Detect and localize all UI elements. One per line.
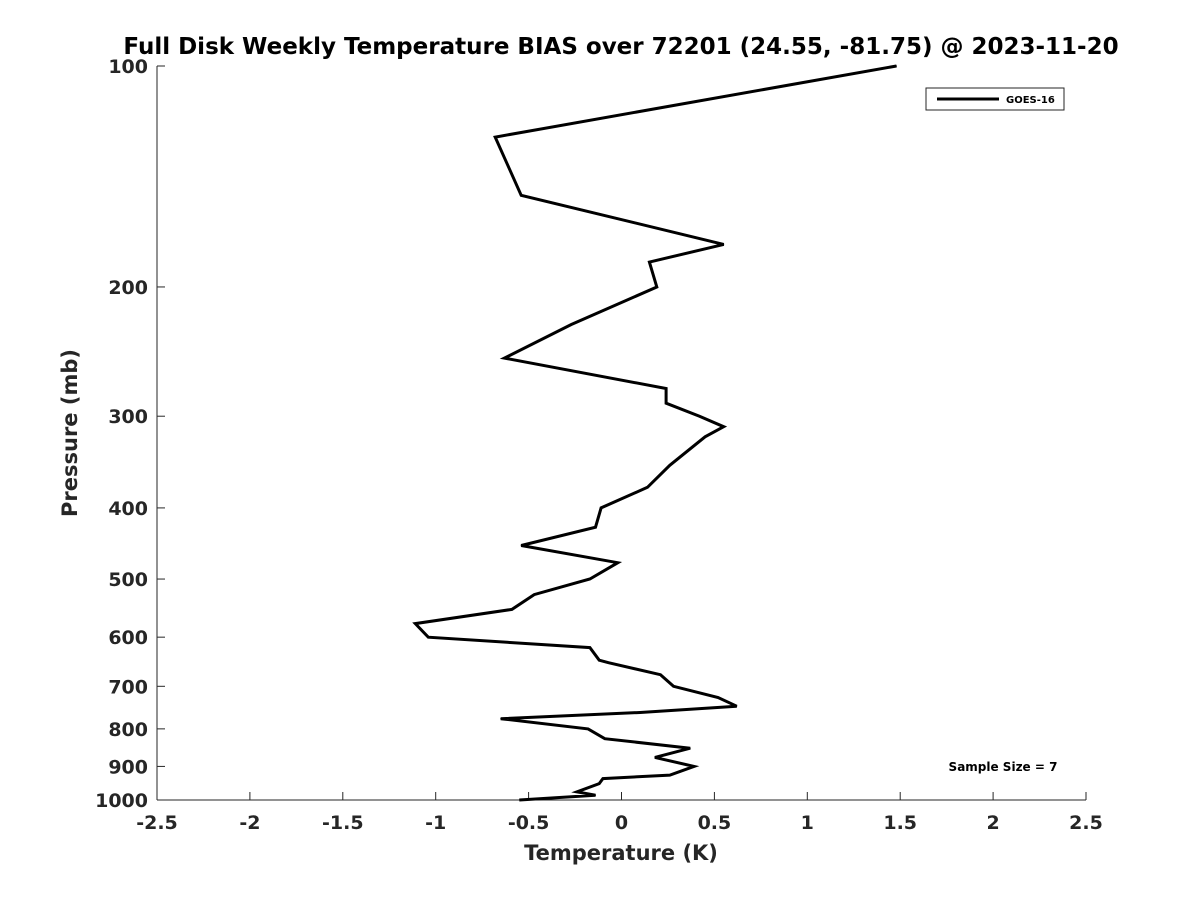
y-tick-label: 500 xyxy=(108,569,148,591)
data-point xyxy=(500,718,502,720)
data-point xyxy=(665,388,667,389)
y-tick-label: 100 xyxy=(108,56,148,78)
data-point xyxy=(669,774,671,776)
data-point xyxy=(587,728,589,730)
y-tick-label: 400 xyxy=(108,498,148,520)
data-point xyxy=(595,794,596,796)
data-point xyxy=(673,685,674,687)
y-axis-ticks: 100 200 300 400 500 600 700 800 900 1000 xyxy=(95,56,165,812)
y-axis-label: Pressure (mb) xyxy=(58,349,82,517)
data-point xyxy=(589,578,591,580)
data-point xyxy=(598,783,600,785)
series-group xyxy=(412,64,897,802)
x-tick-label: -2.5 xyxy=(136,812,178,834)
x-tick-label: 2.5 xyxy=(1069,812,1103,834)
y-tick-label: 800 xyxy=(108,719,148,741)
x-tick-label: -0.5 xyxy=(508,812,550,834)
data-point xyxy=(595,526,596,528)
data-point xyxy=(656,286,658,288)
data-point xyxy=(639,712,641,713)
y-tick-label: 600 xyxy=(108,627,148,649)
data-point xyxy=(604,738,606,740)
data-point xyxy=(503,357,505,359)
x-tick-label: 1.5 xyxy=(883,812,917,834)
x-tick-label: 2 xyxy=(986,812,999,834)
y-tick-label: 900 xyxy=(108,756,148,778)
x-tick-label: -1.5 xyxy=(322,812,364,834)
series-line-goes-16 xyxy=(412,64,897,802)
x-tick-label: 1 xyxy=(801,812,814,834)
data-point xyxy=(669,464,671,466)
data-point xyxy=(589,647,591,649)
y-tick-label: 700 xyxy=(108,676,148,698)
legend-label: GOES-16 xyxy=(1006,95,1055,106)
data-point xyxy=(723,426,725,428)
data-point xyxy=(689,747,691,749)
x-tick-label: -2 xyxy=(239,812,260,834)
data-point xyxy=(600,507,602,509)
data-point xyxy=(511,608,513,610)
data-point xyxy=(598,659,600,661)
data-point xyxy=(520,545,522,546)
sample-size-annotation: Sample Size = 7 xyxy=(949,760,1058,774)
data-point xyxy=(576,791,578,793)
data-point xyxy=(654,756,656,758)
data-point xyxy=(427,636,429,638)
y-tick-label: 300 xyxy=(108,406,148,428)
plot-area: -2.5 -2 -1.5 -1 -0.5 0 0.5 1 1.5 2 2.5 100 200 300 40… xyxy=(95,56,1103,834)
chart-title: Full Disk Weekly Temperature BIAS over 7… xyxy=(123,34,1118,60)
x-tick-label: 0 xyxy=(615,812,628,834)
data-point xyxy=(520,194,522,196)
data-point xyxy=(665,402,667,404)
data-point xyxy=(518,799,520,801)
legend: GOES-16 xyxy=(925,87,1065,111)
data-point xyxy=(699,415,700,417)
data-point xyxy=(896,65,897,67)
data-point xyxy=(736,705,738,707)
x-axis-label: Temperature (K) xyxy=(524,841,718,865)
data-point xyxy=(660,674,661,676)
data-point xyxy=(494,136,496,138)
x-tick-label: -1 xyxy=(425,812,446,834)
x-axis-ticks: -2.5 -2 -1.5 -1 -0.5 0 0.5 1 1.5 2 2.5 xyxy=(136,792,1103,834)
data-point xyxy=(648,261,650,263)
data-point xyxy=(608,662,609,664)
data-point xyxy=(647,486,648,488)
data-point xyxy=(570,324,572,325)
data-point xyxy=(723,243,725,245)
x-tick-label: 0.5 xyxy=(698,812,732,834)
data-point xyxy=(533,594,535,596)
data-point xyxy=(717,697,719,698)
data-point xyxy=(602,778,604,780)
y-tick-label: 200 xyxy=(108,277,148,299)
data-point xyxy=(617,562,619,564)
data-point xyxy=(704,436,706,438)
y-tick-label: 1000 xyxy=(95,790,148,812)
data-point xyxy=(693,765,695,767)
data-point xyxy=(414,623,416,625)
